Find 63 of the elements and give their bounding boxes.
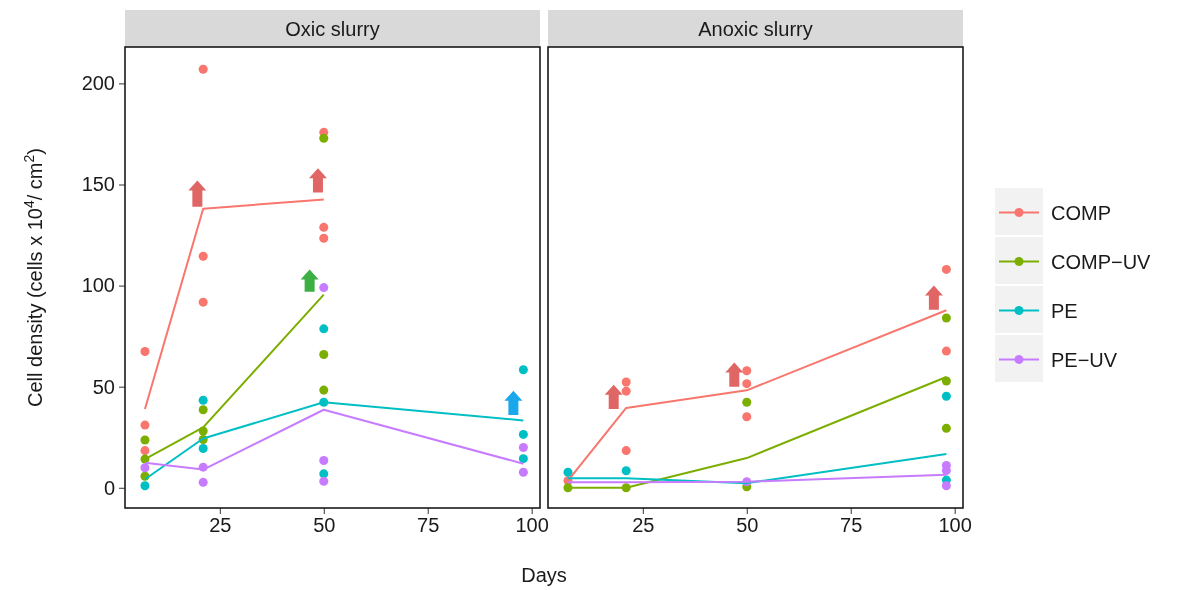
point — [319, 469, 329, 479]
point — [140, 347, 150, 357]
point — [319, 283, 329, 293]
x-tick-label: 50 — [313, 514, 336, 537]
y-tick-label: 50 — [92, 375, 115, 398]
x-tick-label: 25 — [632, 514, 655, 537]
x-tick-label: 25 — [209, 514, 232, 537]
point — [319, 324, 329, 334]
legend-label: PE−UV — [1051, 348, 1118, 371]
y-tick-label: 150 — [81, 173, 115, 196]
point — [941, 391, 951, 401]
point — [319, 222, 329, 232]
x-axis-title: Days — [521, 564, 567, 586]
point — [140, 420, 150, 430]
point — [941, 423, 951, 433]
point — [198, 64, 208, 74]
point — [140, 481, 150, 491]
point — [319, 350, 329, 360]
point — [198, 251, 208, 261]
point — [198, 444, 208, 454]
point — [198, 297, 208, 307]
point — [518, 443, 528, 453]
legend-label: PE — [1051, 299, 1078, 322]
legend-label: COMP — [1051, 201, 1111, 224]
x-tick-label: 50 — [736, 514, 759, 537]
point — [742, 379, 752, 389]
point — [941, 346, 951, 356]
point — [518, 429, 528, 439]
point — [941, 313, 951, 323]
y-tick-label: 200 — [81, 72, 115, 95]
point — [941, 481, 951, 491]
x-tick-label: 100 — [938, 514, 972, 537]
x-tick-label: 75 — [417, 514, 440, 537]
chart-title: Anoxic slurry — [698, 17, 813, 40]
point — [140, 446, 150, 456]
chart-title: Oxic slurry — [285, 17, 380, 40]
x-tick-label: 75 — [840, 514, 863, 537]
point — [319, 233, 329, 243]
point — [941, 264, 951, 274]
point — [518, 454, 528, 464]
point — [198, 477, 208, 487]
point — [198, 395, 208, 405]
x-tick-label: 100 — [515, 514, 549, 537]
point — [742, 397, 752, 407]
point — [621, 466, 631, 476]
point — [621, 386, 631, 396]
point — [140, 435, 150, 445]
point — [198, 405, 208, 415]
point — [742, 366, 752, 376]
point — [518, 467, 528, 477]
point — [621, 446, 631, 456]
y-tick-label: 0 — [103, 476, 115, 499]
point — [319, 476, 329, 486]
point — [319, 385, 329, 395]
point — [319, 455, 329, 465]
y-tick-label: 100 — [81, 274, 115, 297]
point — [518, 365, 528, 375]
point — [563, 467, 573, 477]
point — [319, 133, 329, 143]
point — [621, 377, 631, 387]
legend-label: COMP−UV — [1051, 250, 1152, 273]
point — [140, 463, 150, 473]
point — [742, 412, 752, 422]
